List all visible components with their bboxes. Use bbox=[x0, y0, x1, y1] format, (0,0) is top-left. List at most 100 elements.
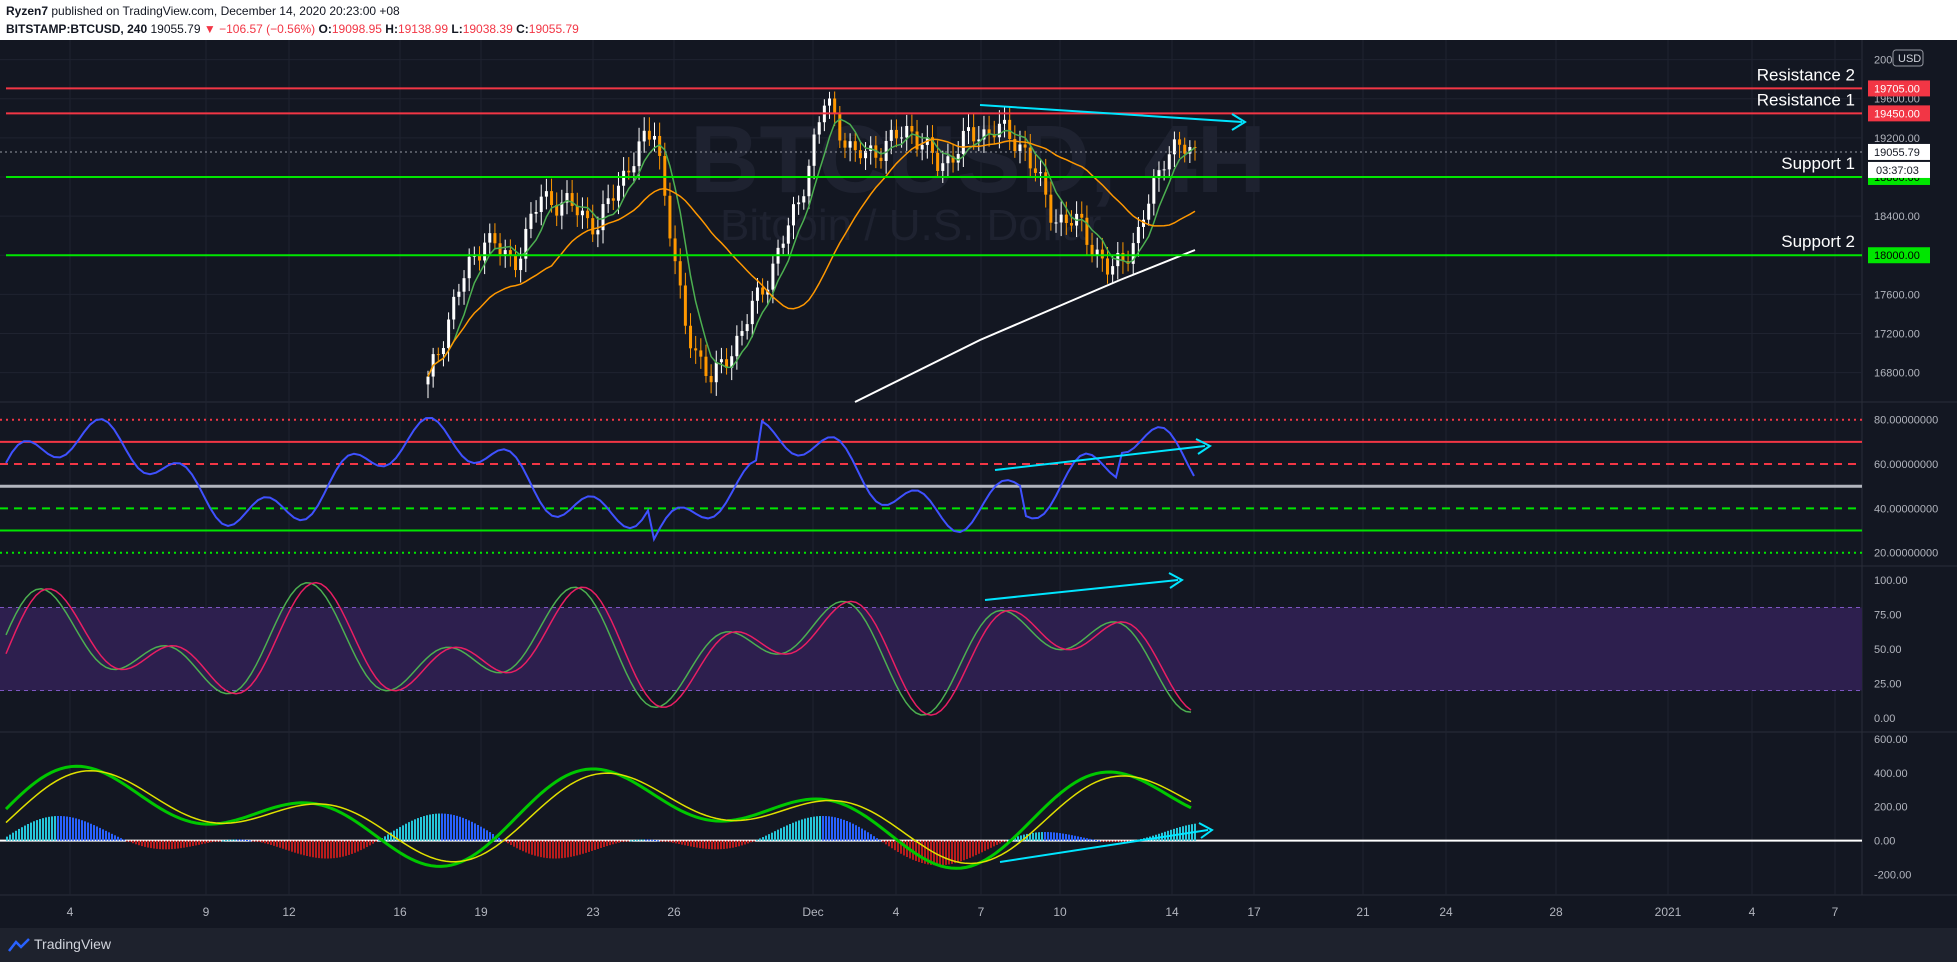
macd-histogram-bar bbox=[954, 840, 956, 864]
macd-histogram-bar bbox=[561, 840, 563, 859]
macd-histogram-bar bbox=[477, 824, 479, 841]
candle-body bbox=[719, 359, 723, 363]
candle-body bbox=[457, 291, 461, 297]
macd-histogram-bar bbox=[405, 823, 407, 841]
macd-histogram-bar bbox=[1080, 837, 1082, 841]
level-price-label: 19450.00 bbox=[1874, 108, 1920, 120]
trend-line-stoch bbox=[984, 579, 1179, 601]
symbol-name[interactable]: BITSTAMP:BTCUSD, 240 bbox=[6, 22, 148, 36]
macd-histogram-bar bbox=[333, 840, 335, 859]
low-label: L: bbox=[451, 22, 463, 36]
candle-body bbox=[1049, 194, 1053, 223]
macd-histogram-bar bbox=[255, 840, 257, 842]
candle-body bbox=[462, 278, 466, 292]
macd-histogram-bar bbox=[735, 840, 737, 848]
trend-arrow-macd bbox=[1198, 822, 1214, 839]
candle-body bbox=[1193, 147, 1197, 149]
candle-body bbox=[606, 198, 610, 205]
candle-body bbox=[652, 135, 656, 140]
candle-body bbox=[750, 300, 754, 325]
candle-body bbox=[791, 204, 795, 226]
x-tick-label: 21 bbox=[1356, 905, 1370, 919]
macd-histogram-bar bbox=[72, 817, 74, 841]
macd-histogram-bar bbox=[402, 825, 404, 841]
tradingview-logo[interactable]: TradingView bbox=[8, 936, 111, 953]
macd-histogram-bar bbox=[504, 840, 506, 842]
macd-histogram-bar bbox=[960, 840, 962, 862]
macd-histogram-bar bbox=[951, 840, 953, 864]
macd-histogram-bar bbox=[345, 840, 347, 856]
candle-body bbox=[467, 256, 471, 279]
macd-histogram-bar bbox=[186, 840, 188, 848]
candle-body bbox=[910, 125, 914, 132]
author-name[interactable]: Ryzen7 bbox=[6, 4, 49, 18]
candle-body bbox=[1003, 119, 1007, 124]
macd-histogram-bar bbox=[927, 840, 929, 865]
macd-histogram-bar bbox=[414, 819, 416, 841]
macd-histogram-bar bbox=[771, 832, 773, 841]
candle-body bbox=[642, 130, 646, 142]
macd-histogram-bar bbox=[780, 828, 782, 841]
macd-histogram-bar bbox=[507, 840, 509, 844]
candle-body bbox=[1111, 266, 1115, 275]
macd-histogram-bar bbox=[144, 840, 146, 847]
candle-body bbox=[560, 202, 564, 216]
ma-slow-line bbox=[854, 249, 1196, 403]
macd-histogram-bar bbox=[456, 815, 458, 841]
macd-histogram-bar bbox=[75, 818, 77, 841]
candle-body bbox=[843, 140, 847, 148]
macd-histogram-bar bbox=[33, 821, 35, 841]
macd-histogram-bar bbox=[1083, 837, 1085, 841]
macd-histogram-bar bbox=[276, 840, 278, 847]
candle-body bbox=[699, 350, 703, 357]
candle-body bbox=[1085, 217, 1089, 245]
macd-histogram-bar bbox=[681, 840, 683, 845]
price-tick-label: 19600.00 bbox=[1874, 94, 1920, 106]
x-tick-label: 17 bbox=[1247, 905, 1261, 919]
candle-body bbox=[689, 325, 693, 349]
macd-histogram-bar bbox=[387, 834, 389, 841]
candle-body bbox=[1142, 219, 1146, 227]
candle-body bbox=[972, 127, 976, 142]
candle-body bbox=[1172, 139, 1176, 155]
stoch-tick-label: 75.00 bbox=[1874, 609, 1902, 621]
macd-histogram-bar bbox=[570, 840, 572, 857]
candle-body bbox=[1157, 170, 1161, 179]
macd-histogram-bar bbox=[945, 840, 947, 865]
macd-histogram-bar bbox=[1014, 837, 1016, 841]
macd-histogram-bar bbox=[663, 840, 665, 842]
macd-histogram-bar bbox=[93, 825, 95, 841]
macd-histogram-bar bbox=[723, 840, 725, 849]
chart-area[interactable]: 491216192326Dec4710141721242820214720000… bbox=[0, 40, 1957, 928]
macd-histogram-bar bbox=[732, 840, 734, 848]
macd-histogram-bar bbox=[54, 816, 56, 841]
macd-histogram-bar bbox=[315, 840, 317, 858]
macd-histogram-bar bbox=[639, 839, 641, 841]
macd-histogram-bar bbox=[264, 840, 266, 844]
x-tick-label: 28 bbox=[1549, 905, 1563, 919]
rsi-tick-label: 80.00000000 bbox=[1874, 415, 1938, 427]
candle-body bbox=[807, 165, 811, 197]
macd-histogram-bar bbox=[669, 840, 671, 843]
macd-histogram-bar bbox=[309, 840, 311, 857]
candle-body bbox=[1105, 258, 1109, 275]
candle-body bbox=[622, 170, 626, 186]
candle-body bbox=[858, 150, 862, 159]
macd-histogram-bar bbox=[249, 840, 251, 842]
macd-histogram-bar bbox=[180, 840, 182, 849]
macd-histogram-bar bbox=[222, 840, 224, 842]
macd-histogram-bar bbox=[573, 840, 575, 857]
candle-body bbox=[534, 212, 538, 214]
macd-histogram-bar bbox=[288, 840, 290, 851]
macd-histogram-bar bbox=[708, 840, 710, 850]
macd-histogram-bar bbox=[696, 840, 698, 848]
macd-histogram-bar bbox=[627, 840, 629, 842]
macd-histogram-bar bbox=[339, 840, 341, 858]
x-tick-label: 9 bbox=[203, 905, 210, 919]
macd-histogram-bar bbox=[1056, 832, 1058, 841]
macd-histogram-bar bbox=[606, 840, 608, 847]
macd-histogram-bar bbox=[351, 840, 353, 854]
candle-body bbox=[828, 98, 832, 106]
x-tick-label: 24 bbox=[1439, 905, 1453, 919]
macd-histogram-bar bbox=[687, 840, 689, 846]
